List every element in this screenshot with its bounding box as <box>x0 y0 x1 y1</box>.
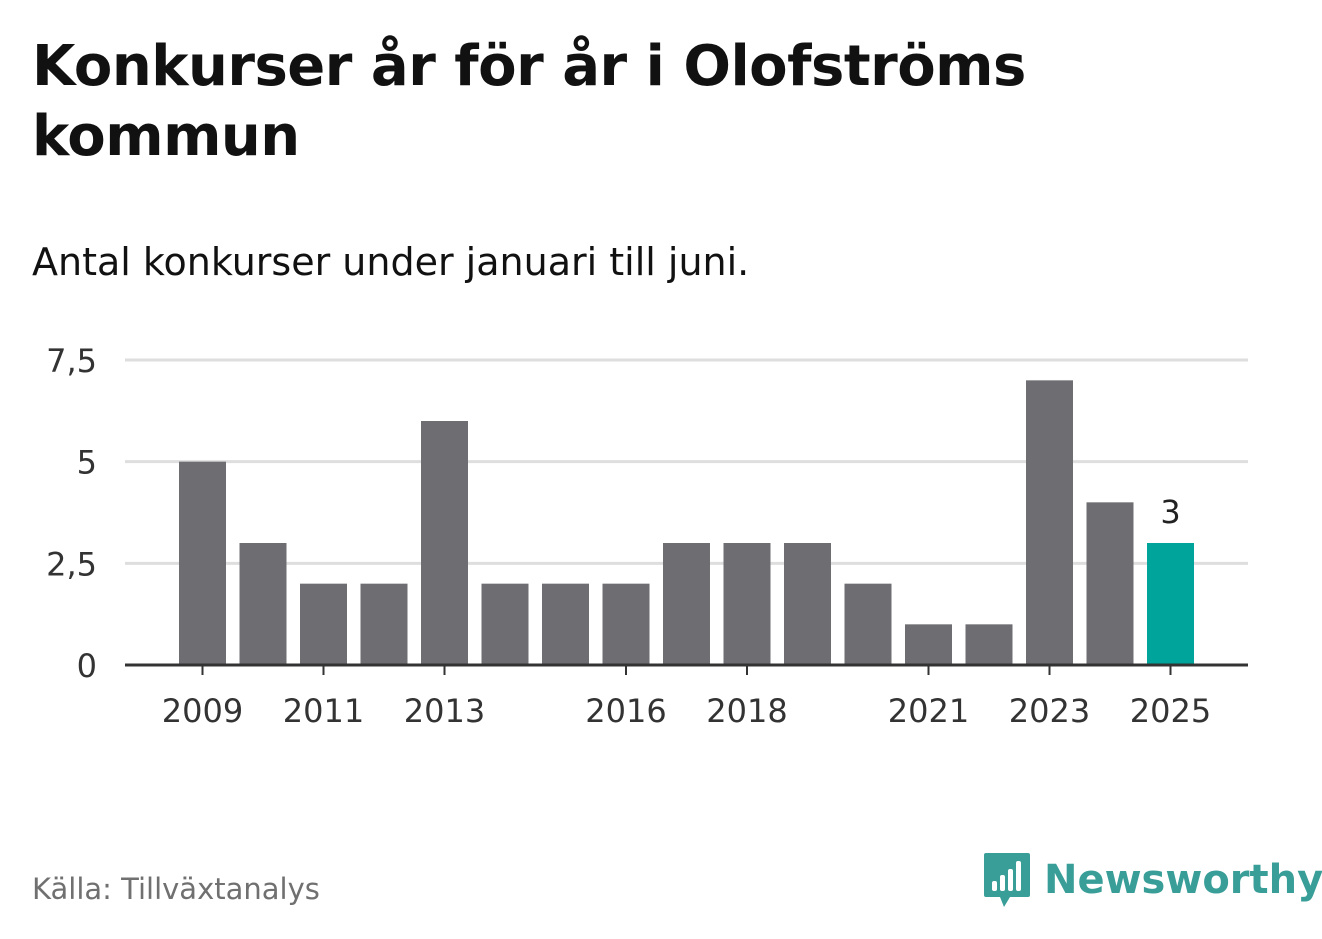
bar-2012 <box>360 583 408 665</box>
y-tick-label: 0 <box>77 647 97 685</box>
bar-2015 <box>542 583 589 665</box>
bar-2024 <box>1086 502 1134 665</box>
x-tick-label: 2013 <box>404 692 485 730</box>
chart-title: Konkurser år för år i Olofströms kommun <box>32 34 1026 169</box>
bar-2019 <box>784 543 831 665</box>
data-labels: 3 <box>1160 493 1180 531</box>
x-tick-label: 2021 <box>888 692 969 730</box>
x-tick-label: 2011 <box>283 692 364 730</box>
bar-2018 <box>723 543 771 665</box>
bar-chart: 0 2,5 5 7,5 2009 2011 2013 2016 2018 2021 2023 202… <box>46 342 1248 730</box>
bar-2020 <box>844 583 892 665</box>
x-tick-label: 2018 <box>706 692 787 730</box>
x-tick-label: 2025 <box>1130 692 1211 730</box>
x-tick-label: 2016 <box>585 692 666 730</box>
data-label: 3 <box>1160 493 1180 531</box>
chart-subtitle: Antal konkurser under januari till juni. <box>32 240 750 284</box>
newsworthy-logo: Newsworthy <box>982 850 1322 910</box>
bar-2009 <box>179 461 226 665</box>
x-axis-tick-labels: 2009 2011 2013 2016 2018 2021 2023 2025 <box>162 692 1211 730</box>
brand-name: Newsworthy <box>1044 857 1322 903</box>
bar-2023 <box>1026 380 1073 665</box>
newsworthy-logo-icon <box>984 853 1030 907</box>
y-tick-label: 5 <box>77 444 97 482</box>
bar-2021 <box>905 624 952 665</box>
source-note: Källa: Tillväxtanalys <box>32 872 320 906</box>
bar-2011 <box>300 583 347 665</box>
y-tick-label: 2,5 <box>46 545 97 583</box>
y-axis-tick-labels: 0 2,5 5 7,5 <box>46 342 97 685</box>
bar-2025 <box>1147 543 1194 665</box>
bar-2010 <box>239 543 287 665</box>
x-axis <box>125 663 1248 675</box>
bar-2014 <box>481 583 529 665</box>
bar-2022 <box>965 624 1013 665</box>
bar-2013 <box>421 421 468 665</box>
y-tick-label: 7,5 <box>46 342 97 380</box>
x-tick-label: 2009 <box>162 692 243 730</box>
x-tick-label: 2023 <box>1009 692 1090 730</box>
bar-2017 <box>663 543 710 665</box>
grid-lines <box>125 358 1248 565</box>
bar-2016 <box>602 583 650 665</box>
bars <box>179 380 1194 665</box>
